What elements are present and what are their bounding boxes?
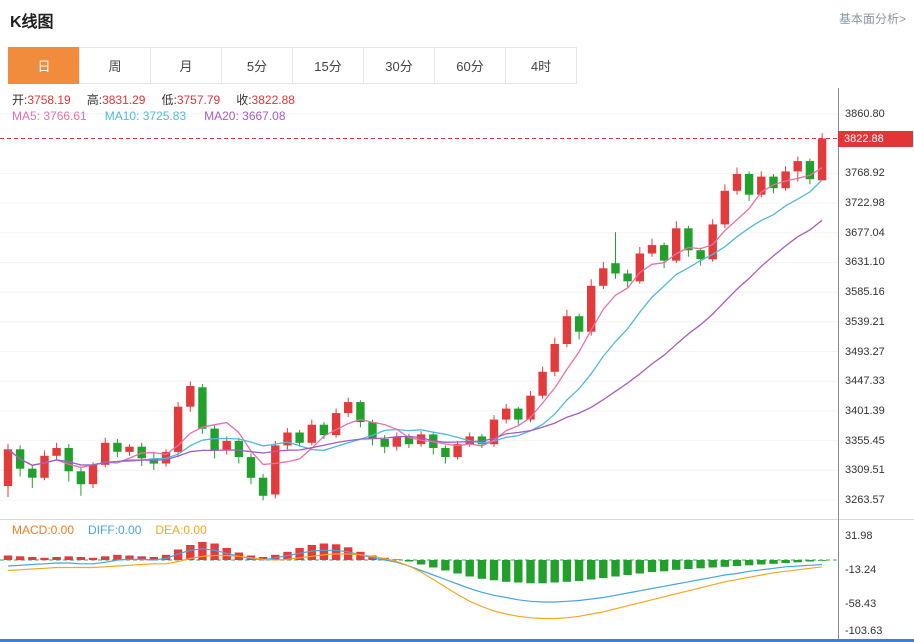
- macd-chart[interactable]: [0, 520, 838, 639]
- macd-readout-item: DIFF:0.00: [88, 523, 142, 537]
- y-axis-label: 3309.51: [845, 464, 885, 477]
- tab-日[interactable]: 日: [8, 47, 80, 84]
- y-axis-label: 3355.45: [845, 434, 885, 447]
- tab-月[interactable]: 月: [150, 47, 222, 84]
- macd-readout-item: DEA:0.00: [155, 523, 207, 537]
- macd-readout: MACD:0.00 DIFF:0.00 DEA:0.00: [12, 523, 221, 537]
- price-axis: 3860.80 3768.92 3722.98 3677.04 3631.10 3585.…: [838, 88, 914, 520]
- y-axis-label: 3401.39: [845, 404, 885, 417]
- panel-divider: [0, 519, 914, 520]
- page-title: K线图: [10, 14, 54, 31]
- ohlc-item: 高:3831.29: [86, 93, 146, 107]
- tab-30分[interactable]: 30分: [363, 47, 435, 84]
- ma-readout: MA5: 3766.61 MA10: 3725.83 MA20: 3667.08: [12, 109, 304, 123]
- y-axis-label: 3860.80: [845, 108, 885, 120]
- macd-axis-label: 31.98: [845, 530, 873, 542]
- ma-item: MA10: 3725.83: [104, 109, 187, 123]
- y-axis-label: 3631.10: [845, 256, 885, 269]
- ohlc-item: 开:3758.19: [12, 93, 71, 107]
- ohlc-readout: 开:3758.19 高:3831.29 低:3757.79 收:3822.88: [12, 91, 311, 108]
- macd-svg[interactable]: [0, 520, 838, 639]
- y-axis-label: 3677.04: [845, 226, 885, 239]
- macd-axis-label: -103.63: [845, 625, 883, 637]
- candlestick-svg[interactable]: [0, 88, 838, 520]
- y-axis-label: 3722.98: [845, 197, 885, 210]
- y-axis-label: 3447.33: [845, 375, 885, 388]
- macd-axis-label: -58.43: [845, 597, 877, 610]
- macd-readout-item: MACD:0.00: [12, 523, 75, 537]
- macd-axis: 31.98 -13.24 -58.43 -103.63: [839, 520, 914, 639]
- y-axis-label: 3585.16: [845, 286, 885, 299]
- period-tabs: 日周月 5分 15分 30分 60分 4时: [8, 47, 577, 84]
- fundamental-analysis-link[interactable]: 基本面分析>: [838, 12, 906, 26]
- current-price-tag: 3822.88: [838, 130, 913, 147]
- tab-周[interactable]: 周: [79, 47, 151, 84]
- tab-4时[interactable]: 4时: [505, 47, 577, 84]
- ma-item: MA5: 3766.61: [12, 109, 87, 123]
- ma-item: MA20: 3667.08: [204, 109, 286, 123]
- y-axis-label: 3539.21: [845, 315, 885, 328]
- ohlc-item: 低:3757.79: [161, 93, 221, 107]
- tab-15分[interactable]: 15分: [292, 47, 364, 84]
- candlestick-chart[interactable]: [0, 88, 838, 520]
- axis-border-line: [838, 88, 839, 639]
- ohlc-item: 收:3822.88: [236, 93, 295, 107]
- y-axis-label: 3768.92: [845, 167, 885, 180]
- bottom-scrollbar[interactable]: [0, 639, 914, 642]
- y-axis-label: 3493.27: [845, 345, 885, 358]
- y-axis-label: 3263.57: [845, 494, 885, 506]
- tab-60分[interactable]: 60分: [434, 47, 506, 84]
- macd-axis-label: -13.24: [845, 563, 877, 576]
- tab-5分[interactable]: 5分: [221, 47, 293, 84]
